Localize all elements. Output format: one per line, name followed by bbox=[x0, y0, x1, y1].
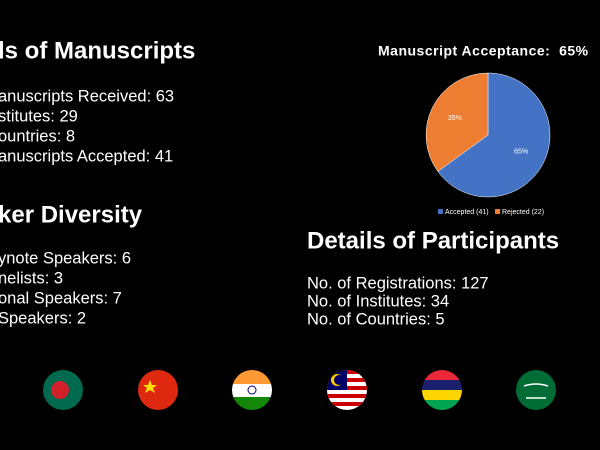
pie-label: 65% bbox=[514, 149, 528, 156]
legend-label: Rejected (22) bbox=[502, 209, 544, 216]
section-item: onal Speakers: 7 bbox=[0, 289, 122, 307]
section-item: anuscripts Received: 63 bbox=[0, 87, 174, 105]
section-title: ls of Manuscripts bbox=[0, 37, 195, 64]
section-item: ountries: 8 bbox=[0, 127, 75, 145]
legend-swatch bbox=[438, 209, 443, 214]
flags bbox=[43, 370, 556, 410]
flag-bangladesh bbox=[43, 370, 83, 410]
pie-label: 35% bbox=[448, 115, 462, 122]
flag-china bbox=[138, 370, 178, 410]
legend-swatch bbox=[495, 209, 500, 214]
flag-mauritius bbox=[422, 370, 462, 410]
section-item: ynote Speakers: 6 bbox=[0, 249, 131, 267]
legend-label: Accepted (41) bbox=[445, 209, 489, 216]
section-item: No. of Registrations: 127 bbox=[307, 274, 489, 292]
section-item: stitutes: 29 bbox=[0, 107, 78, 125]
pie-slice bbox=[437, 72, 551, 198]
flag-saudi-arabia bbox=[516, 370, 556, 410]
section-title: Details of Participants bbox=[307, 227, 559, 254]
chart-title: Manuscript Acceptance: 65% bbox=[378, 43, 589, 59]
section-item: No. of Institutes: 34 bbox=[307, 292, 449, 310]
flag-india bbox=[232, 370, 272, 410]
section-title: ker Diversity bbox=[0, 201, 143, 228]
section-item: anuscripts Accepted: 41 bbox=[0, 147, 173, 165]
flag-malaysia bbox=[327, 370, 367, 410]
section-item: nelists: 3 bbox=[0, 269, 63, 287]
section-item: Speakers: 2 bbox=[0, 309, 86, 327]
section-item: No. of Countries: 5 bbox=[307, 310, 445, 328]
pie-slice bbox=[425, 72, 489, 172]
